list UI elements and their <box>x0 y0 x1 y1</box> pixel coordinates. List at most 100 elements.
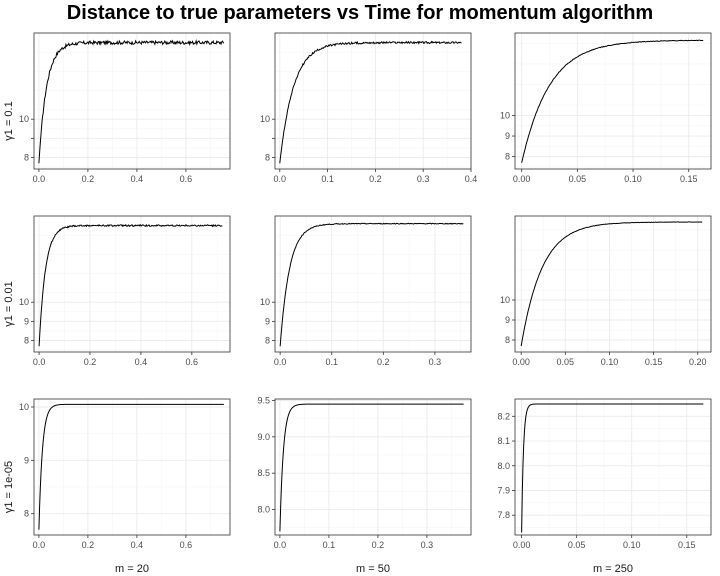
x-tick-label: 0.4 <box>465 174 478 184</box>
panel-frame <box>33 32 231 170</box>
panel-frame <box>274 32 472 170</box>
panel-r1-c2: 0.00 0.05 0.10 0.15 0.20 8 9 10 <box>500 215 712 367</box>
y-tick-label: 8 <box>265 153 270 163</box>
y-tick-label: 8.0 <box>257 505 270 515</box>
x-tick-label: 0.10 <box>601 357 619 367</box>
x-tick-label: 0.10 <box>623 540 641 550</box>
column-label: m = 50 <box>356 563 390 575</box>
x-tick-label: 0.2 <box>372 540 385 550</box>
x-tick-label: 0.0 <box>33 357 46 367</box>
y-tick-label: 7.8 <box>497 510 510 520</box>
panel-r0-c1: 0.0 0.1 0.2 0.3 0.4 8 10 <box>260 32 478 184</box>
x-tick-label: 0.4 <box>131 174 144 184</box>
x-tick-label: 0.05 <box>557 357 575 367</box>
y-tick-label: 10 <box>19 402 29 412</box>
x-tick-label: 0.15 <box>645 357 663 367</box>
y-tick-label: 7.9 <box>497 485 510 495</box>
panel-r2-c0: 0.0 0.2 0.4 0.6 8 9 10 <box>19 398 231 550</box>
y-tick-label: 8 <box>24 153 29 163</box>
x-tick-label: 0.1 <box>325 357 338 367</box>
y-tick-label: 10 <box>500 295 510 305</box>
y-tick-label: 8.1 <box>497 436 510 446</box>
panel-frame <box>514 215 712 353</box>
y-tick-label: 9 <box>505 315 510 325</box>
figure-title: Distance to true parameters vs Time for … <box>66 2 654 24</box>
x-tick-label: 0.1 <box>323 540 336 550</box>
y-tick-label: 8.5 <box>257 468 270 478</box>
row-label: γ1 = 0.01 <box>3 281 15 327</box>
x-tick-label: 0.15 <box>678 540 696 550</box>
x-tick-label: 0.0 <box>33 174 46 184</box>
y-tick-label: 8 <box>24 336 29 346</box>
panel-r0-c0: 0.0 0.2 0.4 0.6 8 10 <box>19 32 231 184</box>
column-label: m = 20 <box>115 563 149 575</box>
series-line <box>38 403 224 530</box>
y-tick-label: 10 <box>19 297 29 307</box>
x-tick-label: 0.0 <box>33 540 46 550</box>
y-tick-label: 8 <box>505 335 510 345</box>
x-tick-label: 0.2 <box>84 357 97 367</box>
x-tick-label: 0.0 <box>274 357 287 367</box>
x-tick-label: 0.3 <box>417 174 430 184</box>
x-tick-label: 0.3 <box>429 357 442 367</box>
x-tick-label: 0.6 <box>180 174 193 184</box>
y-tick-label: 8 <box>265 336 270 346</box>
y-tick-label: 9 <box>24 455 29 465</box>
panel-frame <box>274 215 472 353</box>
y-tick-label: 8.2 <box>497 411 510 421</box>
x-tick-label: 0.00 <box>513 174 531 184</box>
x-tick-label: 0.6 <box>180 540 193 550</box>
row-label: γ1 = 0.1 <box>3 101 15 140</box>
panel-frame <box>33 215 231 353</box>
series-line <box>279 40 462 164</box>
series-line <box>521 403 704 533</box>
panel-r2-c2: 0.00 0.05 0.10 0.15 7.8 7.9 8.0 8.1 8.2 <box>497 398 712 550</box>
y-tick-label: 9.5 <box>257 395 270 405</box>
y-tick-label: 10 <box>260 114 270 124</box>
series-line <box>520 221 703 347</box>
series-line <box>521 39 704 163</box>
panel-r2-c1: 0.0 0.1 0.2 0.3 8.0 8.5 9.0 9.5 <box>257 395 472 550</box>
x-tick-label: 0.2 <box>369 174 382 184</box>
y-tick-label: 10 <box>260 297 270 307</box>
y-tick-label: 9 <box>505 131 510 141</box>
y-tick-label: 8.0 <box>497 461 510 471</box>
y-tick-label: 10 <box>19 114 29 124</box>
panel-frame <box>33 398 231 536</box>
x-tick-label: 0.4 <box>131 540 144 550</box>
series-line <box>38 39 225 164</box>
x-tick-label: 0.2 <box>377 357 390 367</box>
panel-frame <box>274 398 472 536</box>
y-tick-label: 9.0 <box>257 432 270 442</box>
series-line <box>279 222 464 347</box>
x-tick-label: 0.2 <box>82 540 95 550</box>
x-tick-label: 0.2 <box>82 174 95 184</box>
x-tick-label: 0.20 <box>689 357 707 367</box>
x-tick-label: 0.00 <box>512 357 530 367</box>
x-tick-label: 0.0 <box>274 174 287 184</box>
panel-r1-c1: 0.0 0.1 0.2 0.3 8 9 10 <box>260 215 472 367</box>
series-line <box>38 223 223 347</box>
x-tick-label: 0.10 <box>624 174 642 184</box>
x-tick-label: 0.6 <box>186 357 199 367</box>
panel-r0-c2: 0.00 0.05 0.10 0.15 8 9 10 <box>500 32 712 184</box>
column-label: m = 250 <box>593 563 633 575</box>
y-tick-label: 10 <box>500 110 510 120</box>
row-label: γ1 = 1e-05 <box>3 461 15 513</box>
x-tick-label: 0.4 <box>135 357 148 367</box>
series-line <box>279 403 464 532</box>
x-tick-label: 0.00 <box>513 540 531 550</box>
y-tick-label: 9 <box>24 316 29 326</box>
x-tick-label: 0.05 <box>569 174 587 184</box>
x-tick-label: 0.0 <box>274 540 287 550</box>
panel-frame <box>514 32 712 170</box>
y-tick-label: 8 <box>505 152 510 162</box>
x-tick-label: 0.1 <box>321 174 334 184</box>
x-tick-label: 0.05 <box>568 540 586 550</box>
panel-r1-c0: 0.0 0.2 0.4 0.6 8 9 10 <box>19 215 231 367</box>
y-tick-label: 9 <box>265 316 270 326</box>
y-tick-label: 8 <box>24 509 29 519</box>
x-tick-label: 0.15 <box>680 174 698 184</box>
x-tick-label: 0.3 <box>421 540 434 550</box>
